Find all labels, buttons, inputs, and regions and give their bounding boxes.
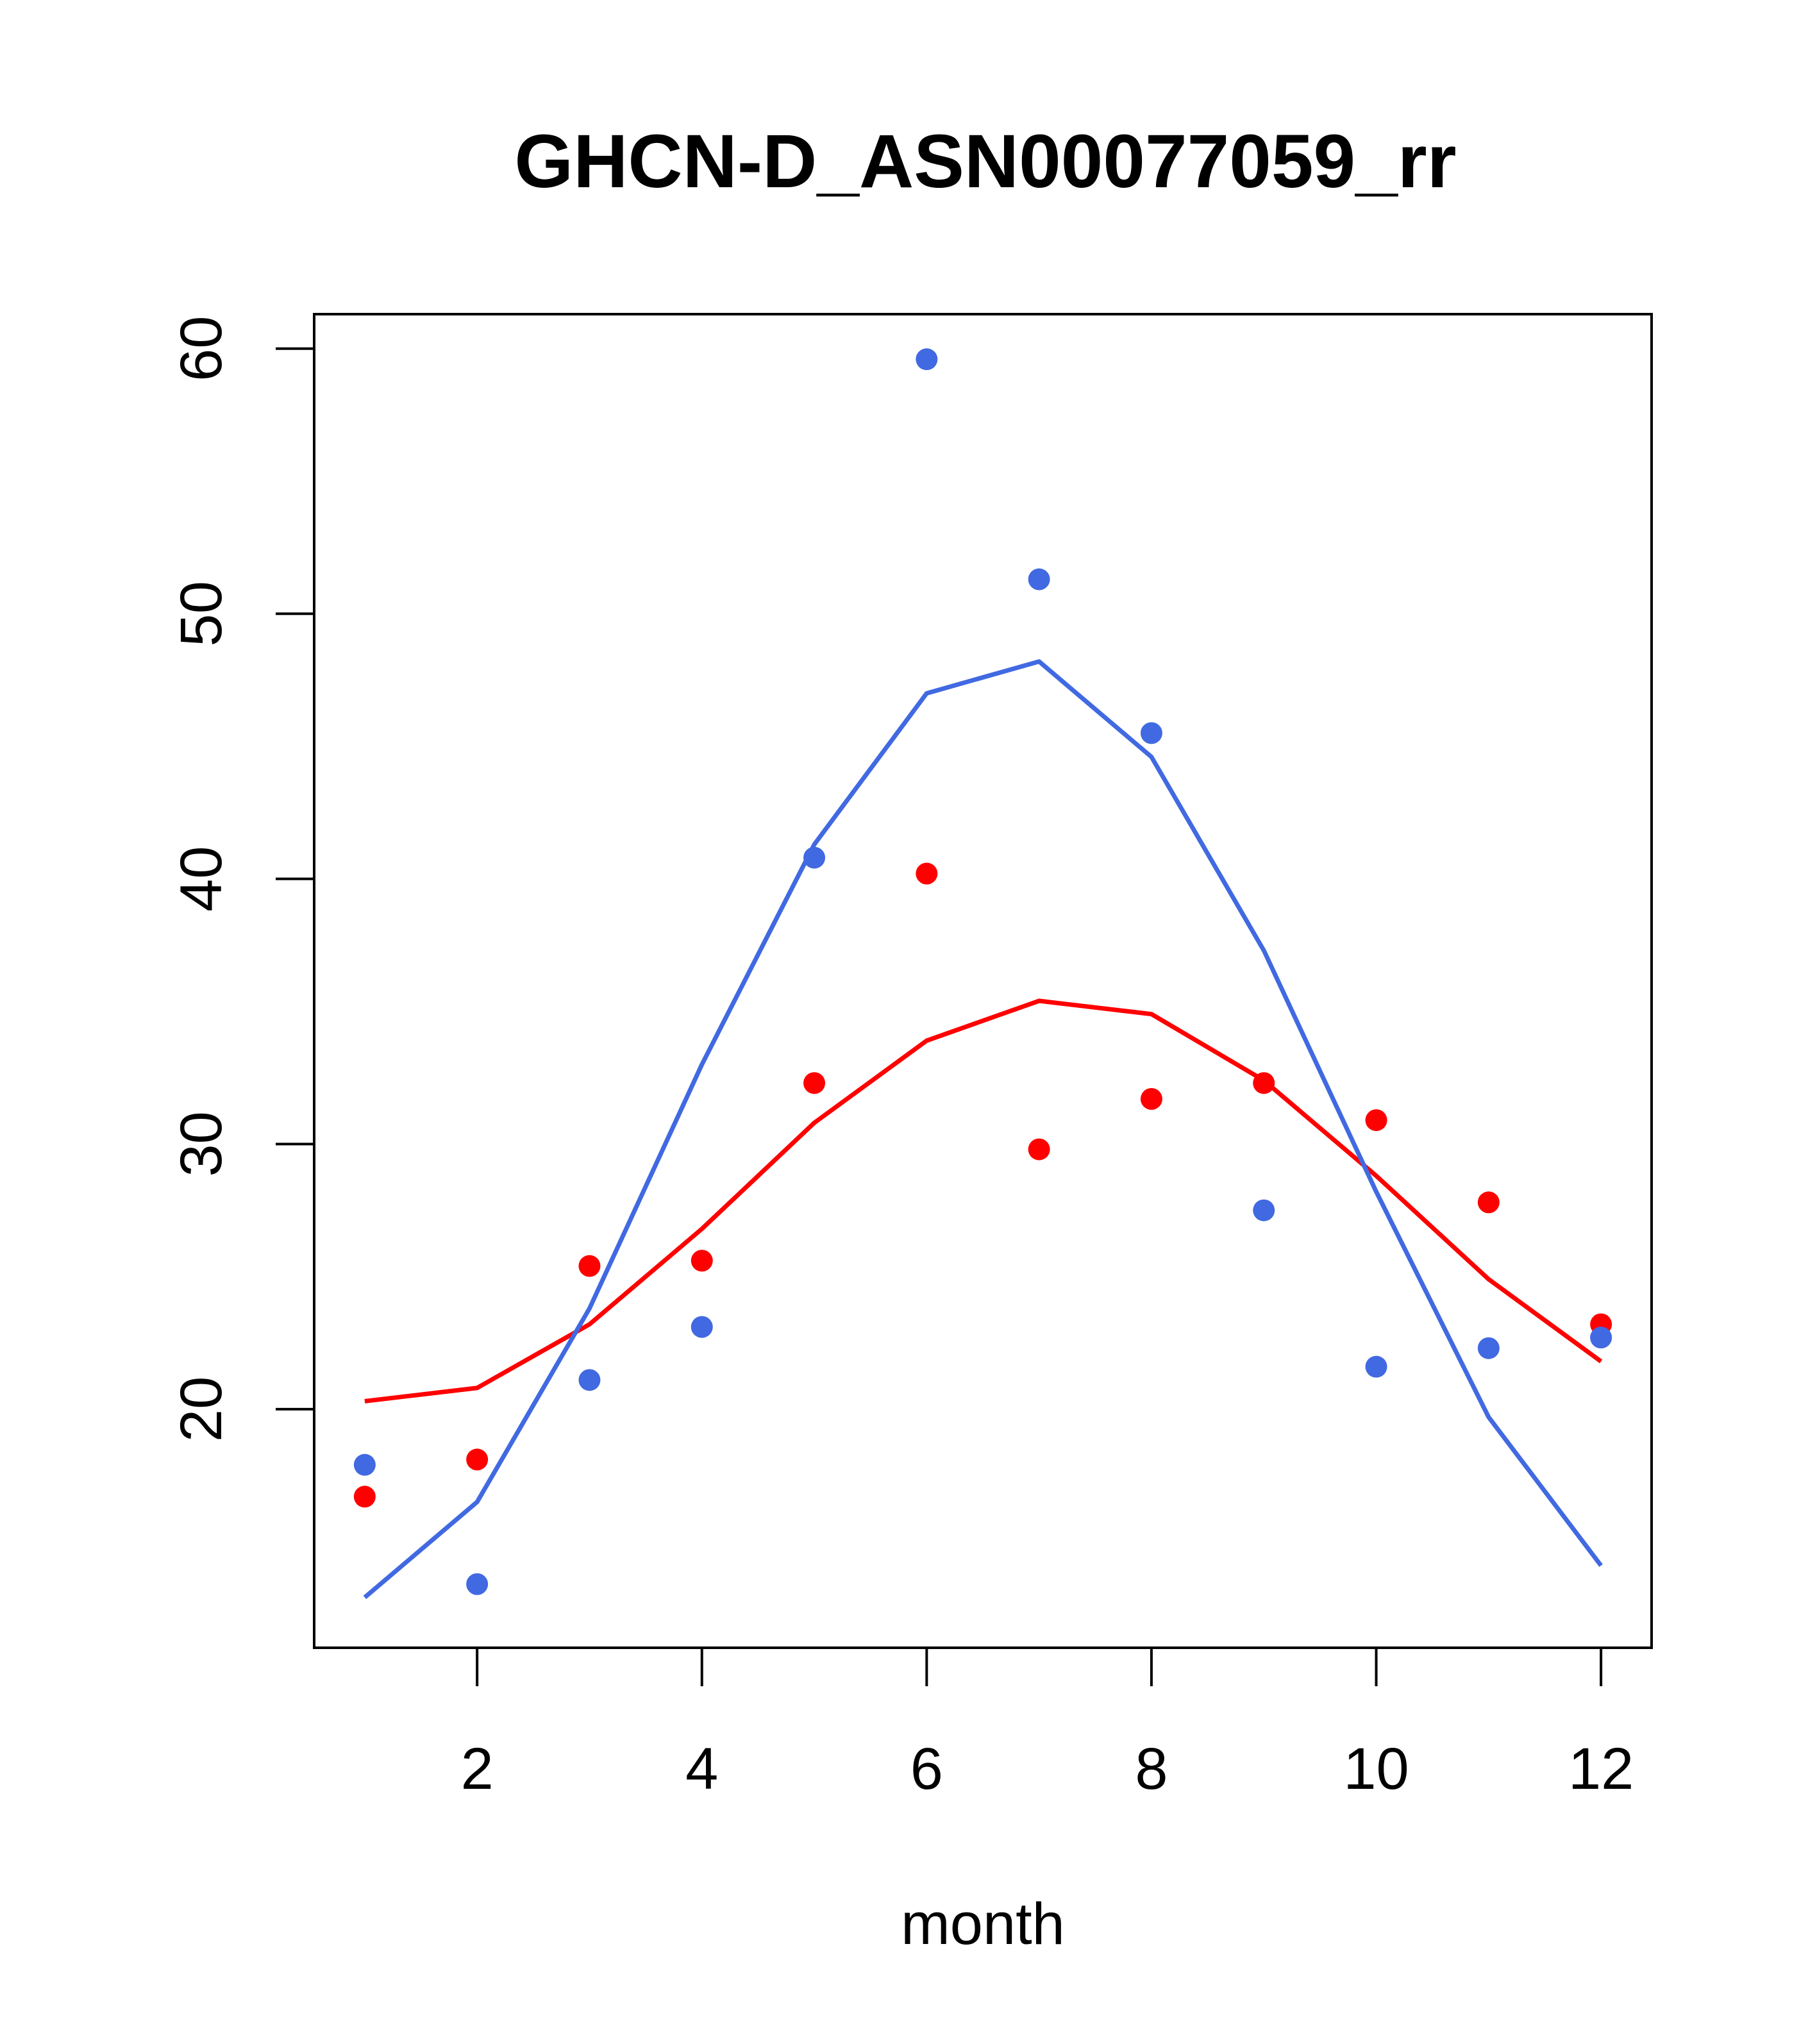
x-axis: 2 4 6 8 10 12 (461, 1648, 1634, 1802)
data-point (803, 846, 826, 869)
data-point (1028, 1138, 1050, 1160)
y-axis: 20 30 40 50 60 (169, 316, 314, 1442)
data-point (691, 1316, 713, 1338)
data-point (1477, 1191, 1500, 1214)
data-point (1590, 1327, 1612, 1349)
data-point (916, 862, 938, 885)
data-point (353, 1486, 376, 1508)
series-points (353, 348, 1612, 1595)
data-point (691, 1250, 713, 1272)
data-point (916, 348, 938, 371)
data-point (578, 1369, 601, 1391)
x-tick-label: 6 (910, 1736, 943, 1802)
y-tick-label: 50 (169, 581, 234, 646)
data-point (1140, 722, 1162, 744)
data-point (1028, 568, 1050, 591)
x-tick-label: 10 (1343, 1736, 1409, 1802)
series-lines (363, 659, 1603, 1600)
data-point (803, 1072, 826, 1094)
y-tick-label: 20 (169, 1377, 234, 1442)
x-axis-label: month (901, 1891, 1065, 1957)
y-tick-label: 30 (169, 1111, 234, 1177)
data-point (466, 1448, 489, 1471)
data-point (1253, 1072, 1275, 1094)
data-point (353, 1453, 376, 1476)
data-point (466, 1573, 489, 1595)
series-line (363, 659, 1603, 1600)
y-tick-label: 40 (169, 846, 234, 912)
data-point (1365, 1109, 1387, 1132)
x-tick-label: 2 (461, 1736, 494, 1802)
data-point (1365, 1355, 1387, 1378)
x-tick-label: 12 (1568, 1736, 1634, 1802)
y-tick-label: 60 (169, 316, 234, 381)
x-tick-label: 8 (1135, 1736, 1168, 1802)
chart-title: GHCN-D_ASN00077059_rr (514, 119, 1456, 204)
data-point (1253, 1199, 1275, 1221)
series-line (364, 998, 1603, 1403)
plot-frame (313, 313, 1653, 1649)
data-point (578, 1255, 601, 1277)
data-point (1477, 1337, 1500, 1359)
x-tick-label: 4 (685, 1736, 718, 1802)
data-point (1140, 1088, 1162, 1110)
